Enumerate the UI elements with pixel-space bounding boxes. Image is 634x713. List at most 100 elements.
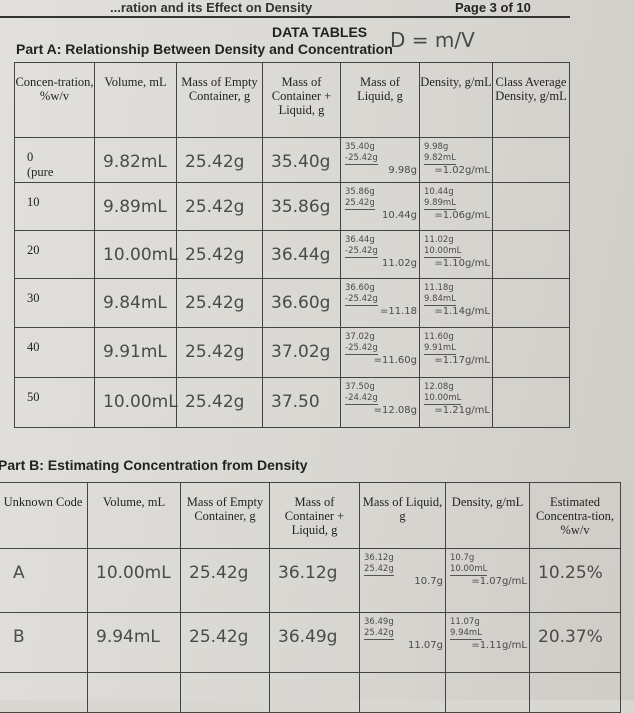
calc-line: 11.18g xyxy=(424,283,454,293)
unknown-code-cell: A xyxy=(0,548,88,613)
concentration-note: (pure xyxy=(27,165,54,179)
calc-line: 9.91mL xyxy=(424,343,456,355)
calc-line: 10.00mL xyxy=(450,564,488,576)
calc-line: 12.08g xyxy=(424,382,454,392)
table-row: B 9.94mL 25.42g 36.49g 36.49g 25.42g 11.07g 11.… xyxy=(0,612,621,673)
page-header: ...ration and its Effect on Density Page… xyxy=(0,0,570,18)
empty-cell: 25.42g xyxy=(176,377,263,428)
calc-line: 25.42g xyxy=(364,564,394,576)
calc-line: 11.02g xyxy=(424,235,454,245)
calc-line: =11.18 xyxy=(379,306,417,317)
empty-cell xyxy=(359,672,446,713)
table-row: 50 10.00mL 25.42g 37.50 37.50g -24.42g =12.08g… xyxy=(14,377,570,428)
empty-cell xyxy=(269,672,360,713)
calc-line: =1.07g/mL xyxy=(471,576,527,587)
density-cell: 11.07g 9.94mL =1.11g/mL xyxy=(445,612,530,673)
concentration-value: 10 xyxy=(27,195,40,209)
calc-line: -25.42g xyxy=(345,294,378,306)
calc-line: 11.02g xyxy=(382,258,417,269)
table-row: 30 9.84mL 25.42g 36.60g 36.60g -25.42g =11.18 1… xyxy=(14,278,570,328)
calc-line: 11.60g xyxy=(424,332,454,342)
class-average-cell xyxy=(492,230,570,279)
calc-line: 36.49g xyxy=(364,617,394,627)
calc-line: =1.21g/mL xyxy=(434,405,490,416)
column-header: Mass of Empty Container, g xyxy=(176,62,263,138)
volume-cell: 10.00mL xyxy=(87,548,181,613)
liquid-mass-cell: 37.02g -25.42g =11.60g xyxy=(340,327,420,378)
volume-cell: 9.94mL xyxy=(87,612,181,673)
liquid-mass-cell: 37.50g -24.42g =12.08g xyxy=(340,377,420,428)
concentration-value: 50 xyxy=(27,390,40,404)
density-formula: D = m/V xyxy=(390,28,475,52)
class-average-cell xyxy=(492,278,570,328)
density-cell: 12.08g 10.00mL =1.21g/mL xyxy=(419,377,493,428)
table-row: 0 (pure 9.82mL 25.42g 35.40g 35.40g -25.42g 9.9… xyxy=(14,137,570,183)
concentration-cell: 10 xyxy=(14,182,95,231)
full-cell: 37.02g xyxy=(262,327,341,378)
liquid-mass-cell: 35.40g -25.42g 9.98g xyxy=(340,137,420,183)
column-header: Estimated Concentra-tion, %w/v xyxy=(529,482,621,549)
column-header: Mass of Empty Container, g xyxy=(180,482,270,549)
class-average-cell xyxy=(492,327,570,378)
calc-line: 36.12g xyxy=(364,553,394,563)
volume-cell: 10.00mL xyxy=(94,377,178,428)
column-header: Mass of Container + Liquid, g xyxy=(262,62,341,138)
density-cell: 11.60g 9.91mL =1.17g/mL xyxy=(419,327,493,378)
data-tables-heading: DATA TABLES xyxy=(272,24,368,40)
calc-line: -25.42g xyxy=(345,343,378,355)
calc-line: 25.42g xyxy=(345,198,375,210)
full-cell: 35.40g xyxy=(262,137,341,183)
calc-line: =1.06g/mL xyxy=(434,210,490,221)
liquid-mass-cell: 36.44g -25.42g 11.02g xyxy=(340,230,420,279)
full-cell: 36.49g xyxy=(269,612,360,673)
liquid-mass-cell: 36.49g 25.42g 11.07g xyxy=(359,612,446,673)
empty-cell: 25.42g xyxy=(176,230,263,279)
column-header: Volume, mL xyxy=(87,482,181,549)
concentration-cell: 20 xyxy=(14,230,95,279)
calc-line: 9.94mL xyxy=(450,628,482,640)
concentration-value: 40 xyxy=(27,340,40,354)
density-cell: 11.18g 9.84mL =1.14g/mL xyxy=(419,278,493,328)
calc-line: =1.11g/mL xyxy=(471,640,527,651)
liquid-mass-cell: 35.86g 25.42g 10.44g xyxy=(340,182,420,231)
calc-line: =11.60g xyxy=(373,355,417,366)
calc-line: =12.08g xyxy=(373,405,417,416)
column-header: Density, g/mL xyxy=(419,62,493,138)
full-cell: 35.86g xyxy=(262,182,341,231)
calc-line: 11.07g xyxy=(408,640,443,651)
empty-cell: 25.42g xyxy=(180,548,270,613)
calc-line: 9.98g xyxy=(388,165,417,176)
empty-cell xyxy=(445,672,530,713)
liquid-mass-cell: 36.12g 25.42g 10.7g xyxy=(359,548,446,613)
calc-line: 10.7g xyxy=(414,576,443,587)
density-cell: 9.98g 9.82mL =1.02g/mL xyxy=(419,137,493,183)
part-a-title: Part A: Relationship Between Density and… xyxy=(16,41,393,57)
empty-cell: 25.42g xyxy=(176,137,263,183)
calc-line: =1.10g/mL xyxy=(434,258,490,269)
full-cell: 36.44g xyxy=(262,230,341,279)
table-row: 40 9.91mL 25.42g 37.02g 37.02g -25.42g =11.60g… xyxy=(14,327,570,378)
calc-line: 11.07g xyxy=(450,617,480,627)
empty-cell: 25.42g xyxy=(176,278,263,328)
part-a-header-row: Concen-tration, %w/v Volume, mL Mass of Em… xyxy=(14,62,570,138)
full-cell: 36.60g xyxy=(262,278,341,328)
volume-cell: 9.84mL xyxy=(94,278,177,328)
part-a-table: Concen-tration, %w/v Volume, mL Mass of Em… xyxy=(14,62,570,428)
density-cell: 11.02g 10.00mL =1.10g/mL xyxy=(419,230,493,279)
calc-line: 37.50g xyxy=(345,382,375,392)
calc-line: -25.42g xyxy=(345,246,378,258)
class-average-cell xyxy=(492,182,570,231)
liquid-mass-cell: 36.60g -25.42g =11.18 xyxy=(340,278,420,328)
empty-cell: 25.42g xyxy=(176,182,263,231)
calc-line: 9.82mL xyxy=(424,153,456,165)
volume-cell: 9.82mL xyxy=(94,137,177,183)
concentration-value: 0 xyxy=(27,150,34,164)
column-header: Mass of Liquid, g xyxy=(340,62,420,138)
column-header: Mass of Container + Liquid, g xyxy=(269,482,360,549)
calc-line: 36.44g xyxy=(345,235,375,245)
volume-cell: 9.91mL xyxy=(94,327,177,378)
running-title: ...ration and its Effect on Density xyxy=(110,0,313,15)
table-row: 20 10.00mL 25.42g 36.44g 36.44g -25.42g 11.02g… xyxy=(14,230,570,279)
empty-cell xyxy=(180,672,270,713)
density-cell: 10.7g 10.00mL =1.07g/mL xyxy=(445,548,530,613)
